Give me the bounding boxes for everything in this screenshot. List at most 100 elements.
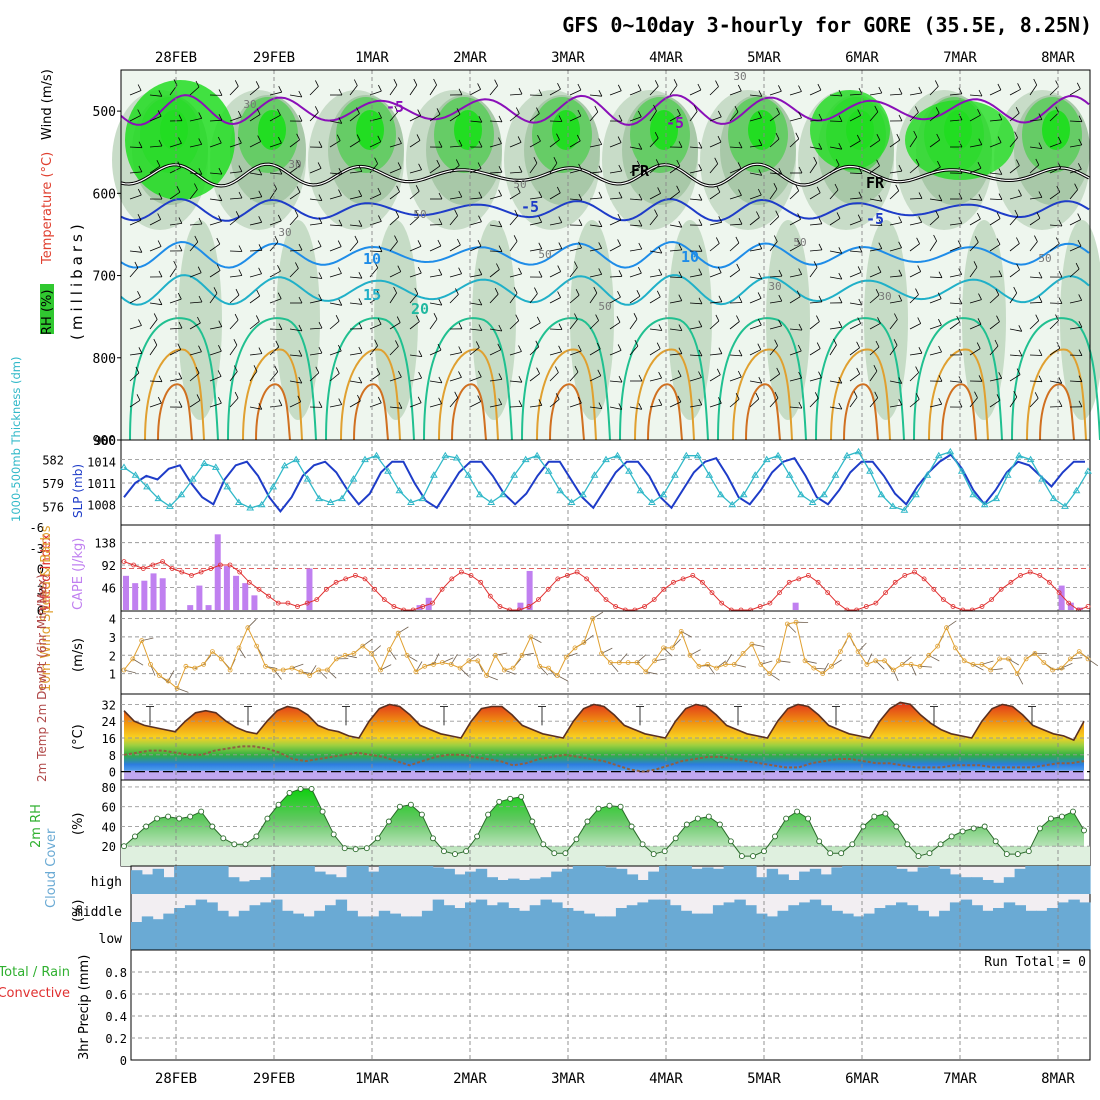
wind-barb-flag: [374, 339, 378, 346]
wind10m-marker: [581, 640, 587, 645]
wind-barb-flag: [338, 168, 343, 175]
wind-barb: [789, 377, 802, 382]
lifted-marker: [661, 586, 667, 592]
thickness-marker: [889, 502, 897, 509]
wind-barb-flag: [394, 235, 398, 242]
wind-barb-flag: [717, 266, 722, 273]
wind-barb-flag: [677, 108, 681, 116]
cape-bar: [150, 573, 157, 610]
cloud-cell: [906, 922, 919, 950]
wind-barb-flag: [498, 189, 502, 196]
cloud-cell: [702, 913, 714, 922]
wind-barb-flag: [878, 219, 883, 226]
wind-barb-flag: [458, 139, 463, 147]
wind-barb-flag: [275, 340, 280, 347]
wind-barb: [849, 323, 861, 330]
wind-barb: [229, 216, 240, 226]
wind10m-marker: [917, 663, 923, 669]
cloud-cell: [228, 916, 240, 922]
wind-barb-flag: [198, 138, 203, 145]
cloud-cell: [217, 866, 229, 894]
wind-barb-flag: [235, 211, 240, 218]
thickness-marker: [407, 498, 415, 505]
wind-barb-flag: [936, 133, 941, 141]
wind-barb: [149, 145, 163, 148]
cloud-cell: [648, 871, 660, 894]
wind-barb: [369, 250, 383, 253]
wind-barb: [869, 346, 880, 356]
wind-barb-flag: [478, 298, 483, 306]
cloud-cell: [1057, 866, 1070, 894]
wind-barb: [549, 162, 558, 174]
wind-barb: [729, 90, 742, 96]
wind-barb-flag: [735, 393, 740, 400]
wind-barb-flag: [377, 135, 382, 142]
thickness-marker: [338, 494, 346, 502]
wind-barb-flag: [757, 343, 762, 350]
slp-tick: 1011: [87, 477, 116, 491]
wind-barb: [149, 380, 163, 383]
wind-barb-flag: [778, 85, 782, 92]
wind-barb: [209, 243, 221, 252]
cloud-cell: [982, 910, 994, 922]
wind-barb-flag: [536, 367, 540, 374]
wind-barb-flag: [218, 320, 223, 327]
cloud-cell: [680, 922, 692, 950]
wind-barb-flag: [857, 214, 862, 221]
thickness-line: [123, 451, 1089, 512]
wind-barb-flag: [417, 396, 422, 403]
wind-barb: [329, 373, 340, 382]
cloud-cell: [885, 922, 897, 950]
wind-barb: [449, 273, 462, 278]
precip-tick: 0: [120, 1054, 127, 1068]
wind10m-marker: [776, 658, 781, 664]
wind-barb: [909, 92, 922, 96]
rh2m-marker: [551, 850, 558, 857]
wind-barb-flag: [1014, 131, 1018, 138]
wind-barb-flag: [773, 235, 778, 242]
wind-barb-flag: [393, 79, 398, 86]
lifted-marker: [323, 586, 329, 592]
wind-barb-flag: [378, 245, 383, 252]
rh2m-tick: 80: [102, 781, 116, 795]
wind-barb: [929, 139, 940, 148]
wind-barb-flag: [577, 344, 582, 352]
wind-barb: [549, 248, 562, 252]
rh2m-marker: [1014, 851, 1021, 858]
wind-barb-flag: [997, 83, 1002, 91]
wind-barb-flag: [298, 243, 303, 251]
wind-barb: [709, 191, 721, 200]
lifted-marker: [208, 566, 214, 571]
wind-barb-flag: [738, 349, 743, 357]
wind-barb-flag: [1038, 142, 1043, 149]
wind-barb: [309, 246, 322, 252]
cloud-cell: [809, 899, 822, 922]
wind-barb: [769, 90, 782, 96]
wind-barb-flag: [598, 191, 603, 199]
wind-barb-flag: [598, 165, 603, 172]
wind-barb-flag: [298, 296, 303, 304]
wind-barb-flag: [917, 265, 922, 272]
wind-barb-flag: [898, 241, 902, 248]
wind-barb: [689, 198, 702, 201]
wind-barb-flag: [1058, 377, 1063, 384]
wind-barb-flag: [654, 80, 659, 87]
cloud-cell: [842, 922, 854, 950]
wind10m-marker: [245, 625, 251, 631]
rh2m-marker: [992, 838, 999, 845]
wind-barb: [449, 244, 461, 252]
wind-barb: [829, 94, 843, 97]
wind-barb: [709, 353, 722, 356]
wind-barb-flag: [358, 322, 363, 329]
wind-barb: [749, 117, 762, 122]
thickness-marker: [315, 494, 323, 502]
wind10m-marker: [174, 685, 180, 691]
wind-barb: [609, 275, 623, 278]
wind10m-marker: [740, 651, 746, 656]
lifted-marker: [555, 576, 561, 582]
wind-barb-flag: [737, 84, 742, 92]
rh2m-marker: [595, 805, 602, 812]
wind-barb: [609, 142, 622, 148]
